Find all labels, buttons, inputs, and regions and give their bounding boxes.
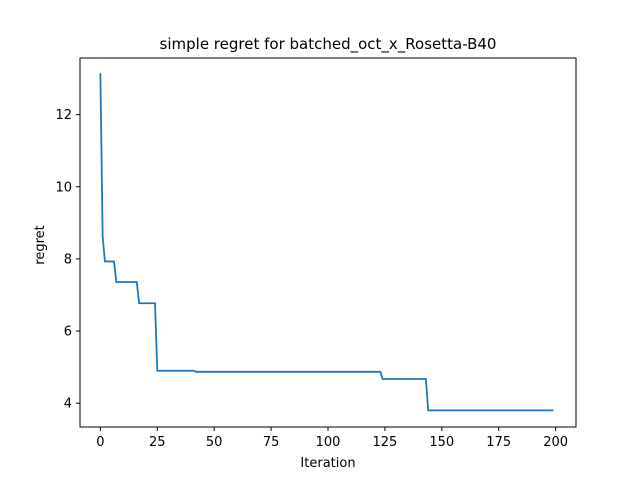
x-tick-label: 125	[372, 435, 397, 450]
x-tick-label: 175	[486, 435, 511, 450]
x-tick-label: 25	[149, 435, 166, 450]
x-tick-label: 0	[96, 435, 104, 450]
series-line	[99, 73, 554, 412]
y-tick-label: 10	[55, 180, 72, 195]
axes-frame	[79, 57, 577, 428]
x-tick-label: 50	[206, 435, 223, 450]
chart-title: simple regret for batched_oct_x_Rosetta-…	[160, 35, 497, 54]
y-axis-label: regret	[33, 225, 48, 264]
y-tick-label: 12	[55, 108, 72, 123]
plot-area: 0 25 50 75 100 125 150 175 200 4 6 8 10 12	[55, 57, 577, 450]
y-tick-label: 4	[64, 397, 72, 412]
x-tick-label: 150	[429, 435, 454, 450]
x-tick-label: 75	[263, 435, 280, 450]
y-tick-label: 6	[64, 325, 72, 340]
x-tick-label: 100	[316, 435, 341, 450]
x-axis-label: Iteration	[300, 456, 355, 471]
x-tick-label: 200	[543, 435, 568, 450]
y-axis-ticks: 4 6 8 10 12	[55, 108, 80, 412]
y-tick-label: 8	[64, 252, 72, 267]
x-axis-ticks: 0 25 50 75 100 125 150 175 200	[96, 427, 568, 450]
